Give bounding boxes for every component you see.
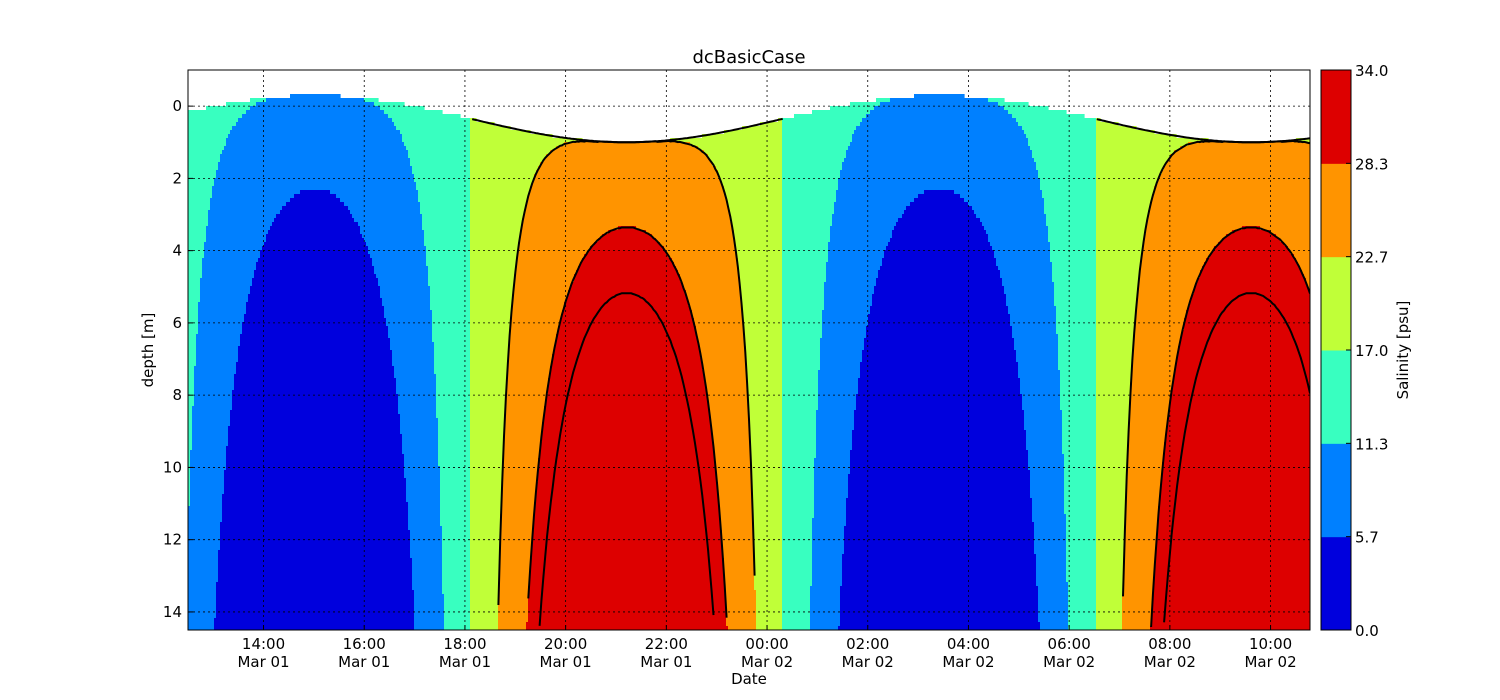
colorbar-tick-label: 28.3 [1355, 155, 1388, 173]
colorbar-band [1321, 536, 1351, 631]
colorbar-tick-label: 11.3 [1355, 435, 1388, 453]
contour-line-1 [497, 139, 1310, 606]
y-tick-label: 6 [172, 314, 182, 332]
colorbar-band [1321, 163, 1351, 258]
x-tick-label-date: Mar 02 [1244, 653, 1296, 671]
x-tick-label-date: Mar 02 [842, 653, 894, 671]
colorbar-tick-label: 34.0 [1355, 62, 1388, 80]
x-tick-label-date: Mar 02 [942, 653, 994, 671]
x-tick-label-time: 04:00 [947, 635, 990, 653]
x-tick-label-date: Mar 02 [1043, 653, 1095, 671]
x-tick-label-date: Mar 01 [237, 653, 289, 671]
y-tick-label: 14 [163, 603, 182, 621]
x-tick-label-time: 08:00 [1148, 635, 1191, 653]
x-tick-label-date: Mar 01 [338, 653, 390, 671]
colorbar-tick-label: 5.7 [1355, 529, 1379, 547]
y-tick-label: 8 [172, 386, 182, 404]
x-axis-label: Date [731, 670, 767, 688]
x-tick-label-time: 06:00 [1048, 635, 1091, 653]
colorbar-band [1321, 350, 1351, 444]
x-tick-label-time: 10:00 [1249, 635, 1292, 653]
y-tick-label: 0 [172, 97, 182, 115]
contour-line-2 [527, 226, 1310, 628]
x-tick-label-date: Mar 02 [741, 653, 793, 671]
colorbar-tick-label: 17.0 [1355, 342, 1388, 360]
grid-lines [188, 70, 1310, 630]
x-tick-label-date: Mar 02 [1144, 653, 1196, 671]
x-tick-label-time: 20:00 [544, 635, 587, 653]
chart-title: dcBasicCase [692, 47, 805, 68]
x-tick-label-time: 14:00 [242, 635, 285, 653]
colorbar-band [1321, 70, 1351, 164]
contour-fill-layer [188, 94, 1310, 630]
contour-line-layer [471, 117, 1310, 628]
colorbar-band [1321, 443, 1351, 538]
x-tick-label-time: 22:00 [645, 635, 688, 653]
colorbar-tick-label: 22.7 [1355, 249, 1388, 267]
x-tick-label-time: 18:00 [443, 635, 486, 653]
x-tick-label-time: 00:00 [745, 635, 788, 653]
x-tick-label-time: 02:00 [846, 635, 889, 653]
x-tick-label-time: 16:00 [343, 635, 386, 653]
x-tick-label-date: Mar 01 [540, 653, 592, 671]
x-tick-label-date: Mar 01 [640, 653, 692, 671]
y-tick-label: 4 [172, 242, 182, 260]
colorbar: 0.0 5.7 11.3 17.0 22.7 28.3 34.0 [1320, 62, 1388, 640]
y-tick-label: 12 [163, 531, 182, 549]
y-tick-label: 2 [172, 169, 182, 187]
contour-line-3 [538, 292, 1310, 626]
y-tick-label: 10 [163, 458, 182, 476]
colorbar-label: Salinity [psu] [1394, 301, 1412, 400]
y-axis-label: depth [m] [139, 313, 157, 388]
colorbar-band [1321, 256, 1351, 351]
plot-frame [187, 69, 1311, 631]
colorbar-tick-label: 0.0 [1355, 622, 1379, 640]
x-tick-label-date: Mar 01 [439, 653, 491, 671]
